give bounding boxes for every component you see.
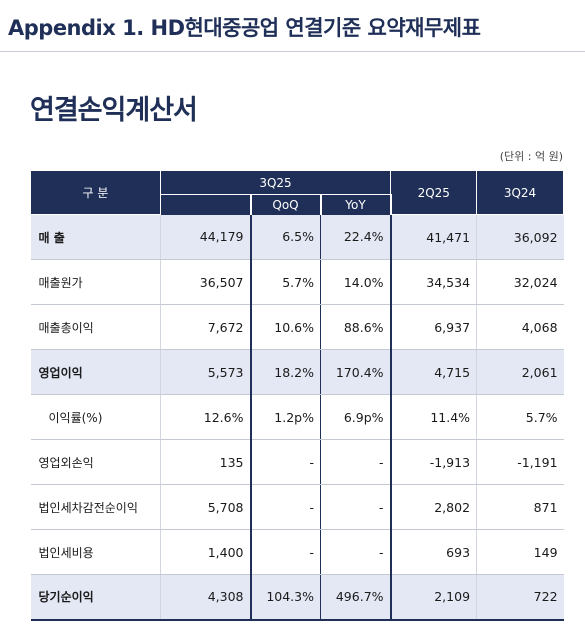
cell-qoq: - (249, 484, 321, 530)
header-current: 3Q25 (159, 170, 392, 195)
unit-note: (단위 : 억 원) (499, 150, 563, 163)
table-row: 매출총이익 7,672 10.6% 88.6% 6,937 4,068 (30, 304, 564, 350)
cell-current: 7,672 (160, 304, 251, 350)
cell-current: 1,400 (160, 529, 251, 575)
cell-yoy: - (320, 439, 392, 485)
cell-prev-quarter: 41,471 (390, 214, 478, 260)
row-label: 법인세비용 (30, 529, 161, 575)
cell-current: 135 (160, 439, 251, 485)
cell-prev-quarter: 2,109 (390, 574, 478, 621)
cell-prev-year: 149 (476, 529, 564, 575)
cell-prev-quarter: 4,715 (390, 349, 478, 395)
section-title: 연결손익계산서 (30, 95, 198, 126)
cell-yoy: 496.7% (320, 574, 392, 621)
cell-yoy: 6.9p% (320, 394, 392, 440)
cell-prev-year: 36,092 (476, 214, 564, 260)
table-row: 매출원가 36,507 5.7% 14.0% 34,534 32,024 (30, 259, 564, 305)
cell-prev-year: 5.7% (476, 394, 564, 440)
page-title: Appendix 1. HD현대중공업 연결기준 요약재무제표 (8, 16, 481, 40)
row-label: 이익률(%) (30, 394, 161, 440)
table-row: 영업이익 5,573 18.2% 170.4% 4,715 2,061 (30, 349, 564, 395)
header-prev-quarter: 2Q25 (390, 170, 478, 215)
cell-qoq: 5.7% (249, 259, 321, 305)
header-prev-year: 3Q24 (476, 170, 565, 215)
header-label: 구 분 (30, 170, 161, 215)
header-yoy: YoY (319, 194, 392, 215)
cell-current: 5,573 (160, 349, 251, 395)
cell-prev-quarter: 6,937 (390, 304, 478, 350)
cell-yoy: 14.0% (320, 259, 392, 305)
cell-yoy: - (320, 484, 392, 530)
cell-qoq: 104.3% (249, 574, 321, 621)
cell-prev-year: -1,191 (476, 439, 564, 485)
cell-prev-quarter: 693 (390, 529, 478, 575)
cell-prev-year: 32,024 (476, 259, 564, 305)
income-statement-table: 구 분 3Q25 2Q25 3Q24 QoQ YoY 매 출 44,179 6.… (30, 170, 565, 621)
table-row: 영업외손익 135 - - -1,913 -1,191 (30, 439, 564, 485)
cell-qoq: 6.5% (249, 214, 321, 260)
row-label: 당기순이익 (30, 574, 161, 621)
cell-prev-year: 2,061 (476, 349, 564, 395)
cell-current: 5,708 (160, 484, 251, 530)
header-qoq: QoQ (249, 194, 322, 215)
cell-yoy: 88.6% (320, 304, 392, 350)
cell-current: 12.6% (160, 394, 251, 440)
cell-prev-year: 4,068 (476, 304, 564, 350)
cell-current: 44,179 (160, 214, 251, 260)
row-label: 매 출 (30, 214, 161, 260)
row-label: 매출원가 (30, 259, 161, 305)
cell-prev-year: 722 (476, 574, 564, 621)
table-row: 법인세차감전순이익 5,708 - - 2,802 871 (30, 484, 564, 530)
cell-qoq: - (249, 529, 321, 575)
cell-yoy: 22.4% (320, 214, 392, 260)
cell-prev-quarter: 11.4% (390, 394, 478, 440)
table-row: 이익률(%) 12.6% 1.2p% 6.9p% 11.4% 5.7% (30, 394, 564, 440)
cell-qoq: 10.6% (249, 304, 321, 350)
row-label: 영업외손익 (30, 439, 161, 485)
cell-qoq: 18.2% (249, 349, 321, 395)
cell-yoy: - (320, 529, 392, 575)
cell-current: 4,308 (160, 574, 251, 621)
cell-prev-quarter: 2,802 (390, 484, 478, 530)
cell-qoq: 1.2p% (249, 394, 321, 440)
table-row: 법인세비용 1,400 - - 693 149 (30, 529, 564, 575)
cell-qoq: - (249, 439, 321, 485)
table-row: 매 출 44,179 6.5% 22.4% 41,471 36,092 (30, 214, 564, 260)
header-current-value (160, 194, 251, 215)
cell-prev-year: 871 (476, 484, 564, 530)
cell-current: 36,507 (160, 259, 251, 305)
row-label: 법인세차감전순이익 (30, 484, 161, 530)
row-label: 영업이익 (30, 349, 161, 395)
row-label: 매출총이익 (30, 304, 161, 350)
page-header: Appendix 1. HD현대중공업 연결기준 요약재무제표 (0, 0, 585, 52)
cell-prev-quarter: -1,913 (390, 439, 478, 485)
cell-prev-quarter: 34,534 (390, 259, 478, 305)
table-row: 당기순이익 4,308 104.3% 496.7% 2,109 722 (30, 574, 564, 621)
cell-yoy: 170.4% (320, 349, 392, 395)
